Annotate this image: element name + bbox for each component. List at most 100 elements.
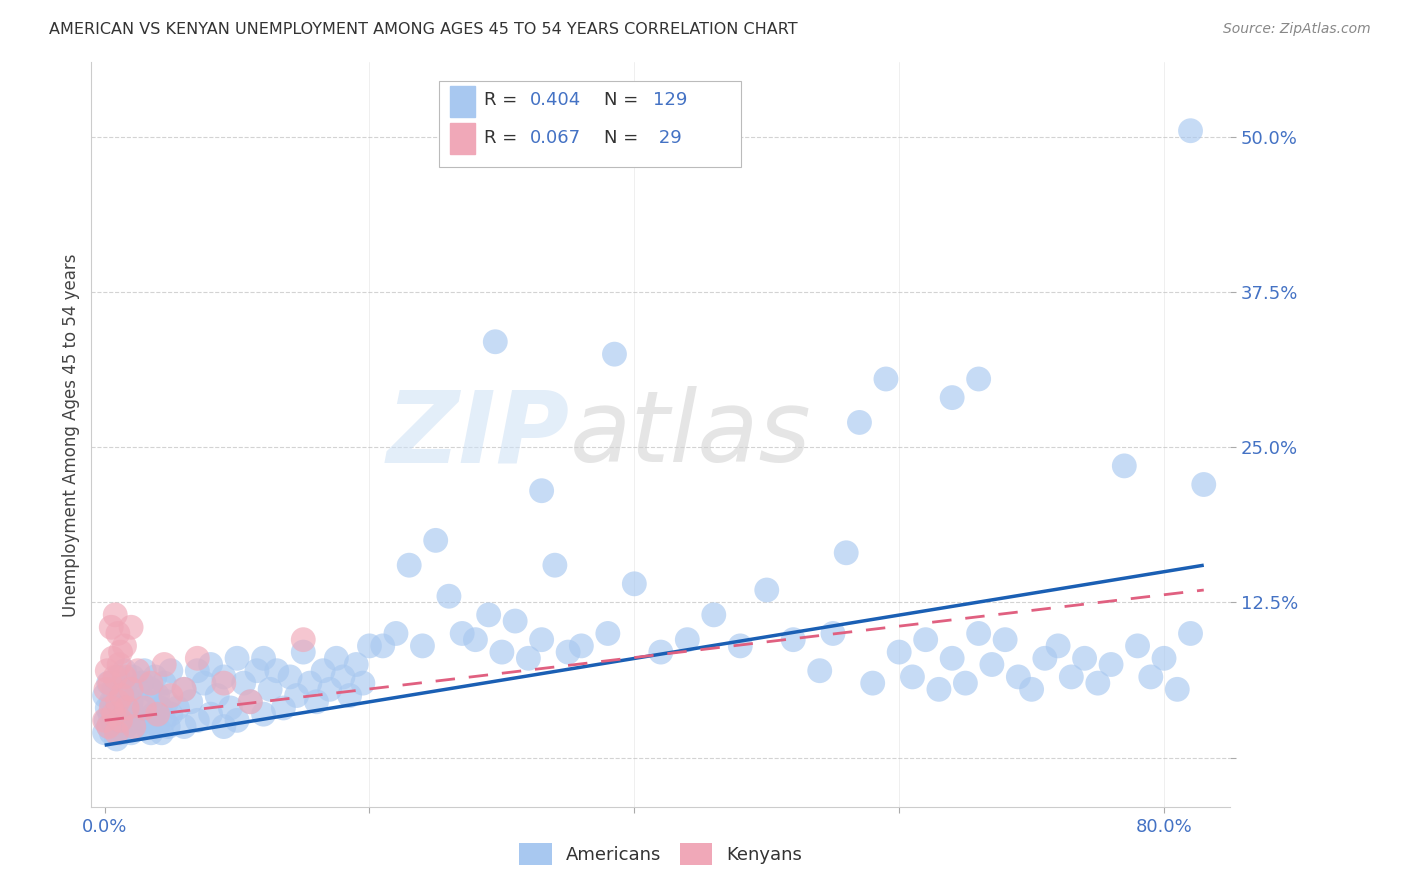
Point <box>104 607 127 622</box>
Text: R =: R = <box>484 128 523 146</box>
Point <box>941 651 963 665</box>
Point <box>1166 682 1188 697</box>
Point <box>530 483 553 498</box>
Point <box>139 726 162 740</box>
Point <box>122 707 145 722</box>
Text: N =: N = <box>603 128 644 146</box>
Point <box>115 701 138 715</box>
Point <box>1007 670 1029 684</box>
Point <box>411 639 433 653</box>
Point <box>967 372 990 386</box>
Text: 0.067: 0.067 <box>530 128 581 146</box>
Point <box>862 676 884 690</box>
Y-axis label: Unemployment Among Ages 45 to 54 years: Unemployment Among Ages 45 to 54 years <box>62 253 80 616</box>
Point <box>173 682 195 697</box>
Point <box>110 726 132 740</box>
Point <box>464 632 486 647</box>
Point <box>603 347 626 361</box>
Point <box>1087 676 1109 690</box>
Point <box>755 582 778 597</box>
Point <box>98 707 121 722</box>
Point <box>623 577 645 591</box>
Point <box>104 701 127 715</box>
Text: R =: R = <box>484 91 523 110</box>
Point <box>212 720 235 734</box>
Point <box>143 670 166 684</box>
Point <box>239 695 262 709</box>
Text: AMERICAN VS KENYAN UNEMPLOYMENT AMONG AGES 45 TO 54 YEARS CORRELATION CHART: AMERICAN VS KENYAN UNEMPLOYMENT AMONG AG… <box>49 22 797 37</box>
Point <box>103 707 125 722</box>
Point <box>1180 124 1202 138</box>
Point <box>114 720 136 734</box>
Point <box>266 664 288 678</box>
Point <box>111 707 134 722</box>
Point <box>146 689 169 703</box>
Point <box>1060 670 1083 684</box>
Point <box>101 714 124 728</box>
Point <box>107 695 129 709</box>
Point <box>1033 651 1056 665</box>
Point <box>305 695 328 709</box>
Point <box>517 651 540 665</box>
Point <box>478 607 501 622</box>
Point <box>503 614 526 628</box>
Point <box>808 664 831 678</box>
Point <box>100 620 122 634</box>
Point <box>108 695 131 709</box>
Point <box>596 626 619 640</box>
Point <box>96 664 118 678</box>
Point <box>139 682 162 697</box>
Point <box>156 695 179 709</box>
Point <box>484 334 506 349</box>
Point <box>821 626 844 640</box>
Point <box>1153 651 1175 665</box>
Point <box>160 689 183 703</box>
Point <box>1021 682 1043 697</box>
Point <box>153 657 176 672</box>
Point <box>226 651 249 665</box>
Point <box>928 682 950 697</box>
Point <box>875 372 897 386</box>
Point <box>703 607 725 622</box>
Point <box>136 720 159 734</box>
Point <box>232 676 254 690</box>
Text: 29: 29 <box>652 128 682 146</box>
Point <box>1126 639 1149 653</box>
Point <box>451 626 474 640</box>
Point <box>730 639 752 653</box>
Point <box>153 676 176 690</box>
Point <box>941 391 963 405</box>
Point <box>180 695 202 709</box>
Point <box>212 670 235 684</box>
Point <box>114 670 136 684</box>
Point <box>97 720 120 734</box>
Point <box>96 701 118 715</box>
Point <box>292 632 315 647</box>
Point <box>1192 477 1215 491</box>
Point <box>285 689 308 703</box>
Point <box>153 714 176 728</box>
FancyBboxPatch shape <box>439 81 741 167</box>
Point <box>967 626 990 640</box>
Point <box>292 645 315 659</box>
Point <box>98 676 121 690</box>
Point <box>298 676 321 690</box>
FancyBboxPatch shape <box>450 123 475 154</box>
Point <box>848 416 870 430</box>
Point <box>117 714 139 728</box>
Point <box>259 682 281 697</box>
Point <box>127 682 149 697</box>
Point <box>1180 626 1202 640</box>
Point <box>110 714 132 728</box>
Point <box>93 726 115 740</box>
Point <box>319 682 342 697</box>
Point <box>173 682 195 697</box>
Point <box>120 620 142 634</box>
Point <box>104 720 127 734</box>
Point <box>157 720 180 734</box>
Point <box>1047 639 1070 653</box>
Point <box>278 670 301 684</box>
Point <box>146 720 169 734</box>
Point <box>122 720 145 734</box>
Point <box>273 701 295 715</box>
